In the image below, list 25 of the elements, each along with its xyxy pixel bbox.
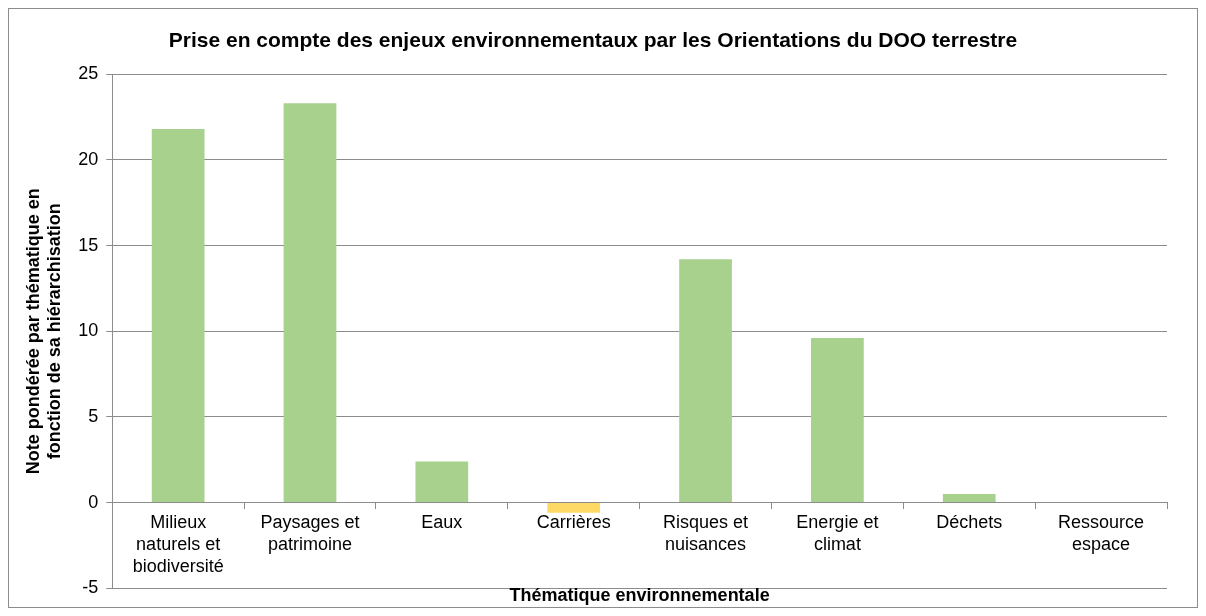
x-tick-label: Milieux naturels et biodiversité <box>132 512 224 576</box>
y-tick-label: 0 <box>88 491 99 512</box>
bar <box>151 129 205 503</box>
x-tick-label: Energie et climat <box>796 512 879 554</box>
bar <box>547 503 601 513</box>
x-axis-title: Thématique environnementale <box>509 585 770 606</box>
bar <box>283 103 337 503</box>
chart-title: Prise en compte des enjeux environnementaux par les Orientations du DOO terrestre <box>168 28 1018 52</box>
y-axis-title: Note pondérée par thématique en fonction de sa hiérarchisation <box>22 188 65 475</box>
x-tick-label: Eaux <box>421 512 463 533</box>
bar <box>942 493 996 503</box>
bar <box>679 259 732 503</box>
x-tick-label: Ressource espace <box>1058 512 1145 554</box>
y-tick-label: 5 <box>88 405 99 426</box>
x-tick-label: Paysages et patrimoine <box>260 512 360 554</box>
bar <box>811 338 864 503</box>
y-tick-label: 10 <box>78 320 99 341</box>
x-tick-label: Déchets <box>936 512 1003 533</box>
y-tick-label: 15 <box>78 234 99 255</box>
y-tick-label: -5 <box>82 577 99 598</box>
x-tick-label: Carrières <box>536 512 611 533</box>
bar <box>415 461 469 503</box>
y-tick-label: 20 <box>78 148 99 169</box>
x-tick-label: Risques et nuisances <box>663 512 749 554</box>
y-tick-label: 25 <box>78 63 99 84</box>
